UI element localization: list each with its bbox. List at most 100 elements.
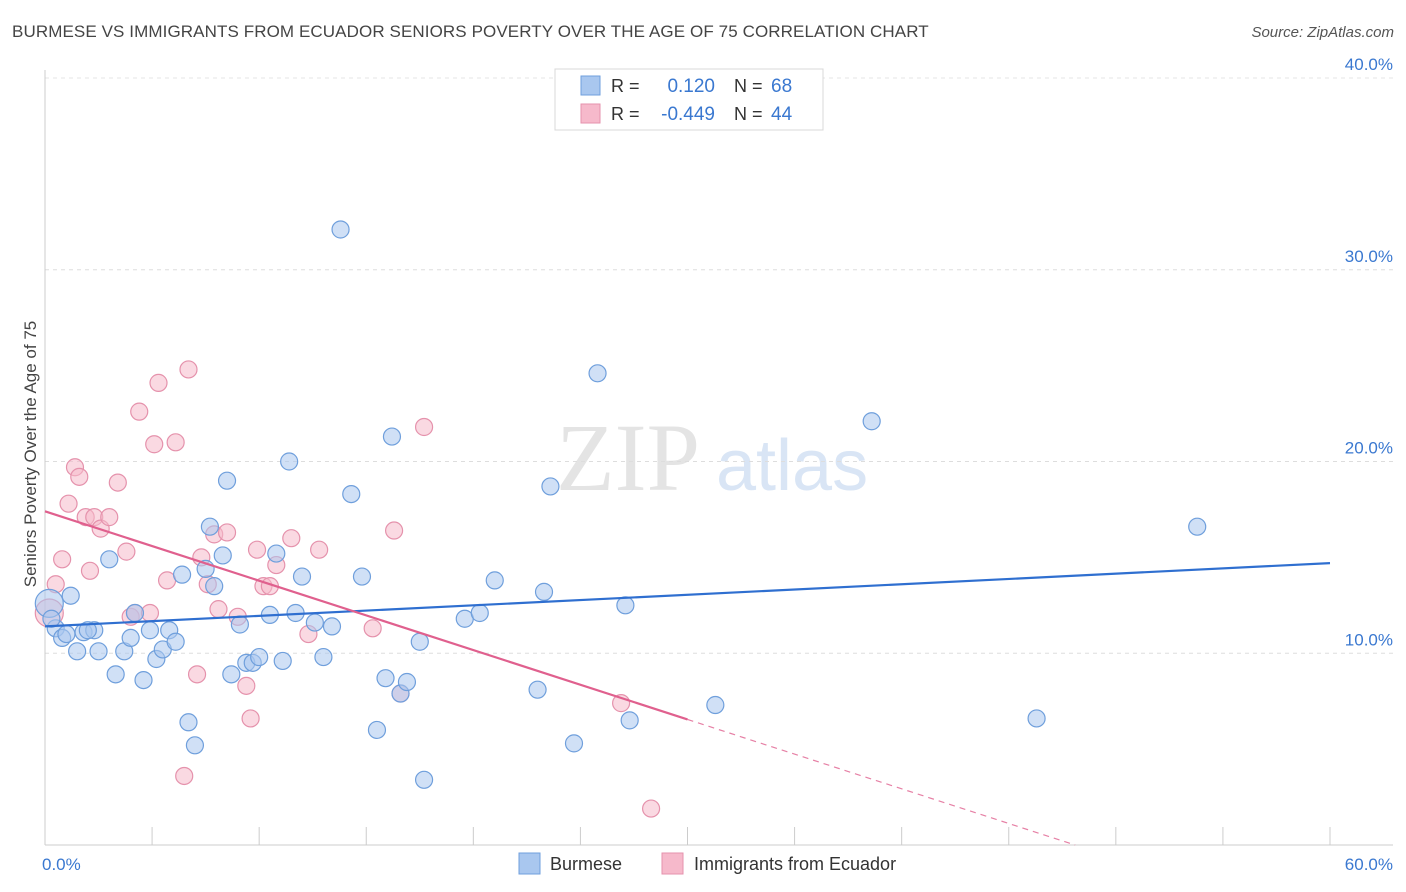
stats-legend-r-label-ecuador: R = bbox=[611, 104, 640, 124]
stats-legend-swatch-ecuador bbox=[580, 103, 601, 124]
burmese-point bbox=[222, 665, 241, 684]
burmese-point bbox=[217, 471, 237, 490]
burmese-point bbox=[205, 577, 224, 596]
ecuador-point bbox=[145, 435, 164, 454]
ecuador-point bbox=[149, 373, 168, 392]
ecuador-point bbox=[282, 529, 301, 548]
burmese-point bbox=[213, 546, 232, 565]
ecuador-point bbox=[237, 676, 256, 695]
burmese-point bbox=[564, 734, 584, 753]
ecuador-point bbox=[70, 467, 89, 486]
x-tick-label-min: 0.0% bbox=[42, 855, 81, 874]
ecuador-point bbox=[241, 709, 260, 728]
chart-title: BURMESE VS IMMIGRANTS FROM ECUADOR SENIO… bbox=[12, 22, 929, 41]
ecuador-point bbox=[384, 521, 404, 540]
burmese-point bbox=[185, 736, 205, 755]
burmese-point bbox=[267, 544, 286, 563]
series-legend-swatch-ecuador bbox=[661, 852, 684, 875]
trend-lines bbox=[44, 510, 1331, 846]
x-tick-label-max: 60.0% bbox=[1345, 855, 1393, 874]
gridlines bbox=[45, 77, 1393, 654]
stats-legend-swatch-burmese bbox=[580, 75, 601, 96]
burmese-point bbox=[367, 720, 387, 740]
axes bbox=[44, 70, 1393, 846]
burmese-point bbox=[61, 586, 80, 605]
watermark-atlas: atlas bbox=[716, 426, 868, 506]
burmese-point bbox=[179, 713, 198, 732]
ecuador-point bbox=[310, 540, 329, 559]
stats-legend-r-value-ecuador: -0.449 bbox=[661, 104, 715, 125]
burmese-point bbox=[485, 571, 504, 590]
burmese-point bbox=[331, 220, 350, 239]
ecuador-point bbox=[80, 561, 100, 580]
stats-legend-r-label-burmese: R = bbox=[611, 76, 640, 96]
ecuador-point bbox=[59, 494, 78, 513]
stats-legend-n-label-burmese: N = bbox=[734, 76, 763, 96]
burmese-point bbox=[57, 624, 76, 644]
burmese-point bbox=[528, 680, 547, 699]
ecuador-point bbox=[108, 473, 127, 492]
y-tick-label: 10.0% bbox=[1345, 630, 1393, 649]
ecuador-point bbox=[166, 433, 185, 452]
burmese-point bbox=[314, 647, 333, 667]
burmese-point bbox=[280, 452, 299, 471]
ecuador-point bbox=[641, 799, 661, 818]
burmese-point bbox=[250, 647, 269, 667]
burmese-point bbox=[134, 670, 153, 690]
burmese-point bbox=[68, 642, 87, 661]
trend-line-ecuador bbox=[44, 510, 688, 721]
stats-legend-r-value-burmese: 0.120 bbox=[667, 76, 715, 97]
burmese-point bbox=[376, 669, 395, 688]
burmese-point bbox=[470, 603, 489, 623]
burmese-point bbox=[414, 770, 434, 789]
burmese-point bbox=[1188, 517, 1207, 536]
burmese-point bbox=[534, 582, 554, 601]
burmese-point bbox=[100, 550, 119, 569]
burmese-point bbox=[397, 672, 417, 692]
ecuador-point bbox=[117, 542, 136, 561]
burmese-point bbox=[42, 609, 61, 628]
ecuador-point bbox=[100, 508, 119, 527]
y-tick-label: 40.0% bbox=[1345, 55, 1393, 74]
burmese-point bbox=[125, 603, 145, 623]
burmese-point bbox=[616, 596, 635, 615]
stats-legend: R = 0.120 N = 68 R = -0.449 N = 44 bbox=[554, 68, 824, 131]
burmese-point bbox=[1027, 709, 1046, 728]
ecuador-point bbox=[179, 360, 198, 379]
trend-line-burmese bbox=[44, 562, 1331, 628]
burmese-point bbox=[121, 628, 140, 648]
burmese-point bbox=[230, 615, 249, 634]
trend-line-ecuador-extrapolated bbox=[687, 718, 1076, 846]
burmese-point bbox=[342, 484, 361, 504]
burmese-point bbox=[588, 364, 607, 383]
series-legend: Burmese Immigrants from Ecuador bbox=[518, 852, 896, 875]
burmese-point bbox=[89, 642, 108, 661]
stats-legend-n-label-ecuador: N = bbox=[734, 104, 763, 124]
burmese-point bbox=[166, 632, 185, 651]
y-tick-label: 30.0% bbox=[1345, 247, 1393, 266]
burmese-point bbox=[140, 621, 160, 640]
ecuador-point bbox=[130, 402, 149, 421]
source-credit: Source: ZipAtlas.com bbox=[1251, 24, 1394, 41]
y-axis-label: Seniors Poverty Over the Age of 75 bbox=[21, 321, 40, 587]
burmese-point bbox=[620, 711, 639, 730]
burmese-point bbox=[273, 651, 292, 671]
ecuador-point bbox=[53, 550, 72, 569]
y-tick-labels: 10.0% 20.0% 30.0% 40.0% bbox=[1345, 55, 1393, 649]
ecuador-point bbox=[414, 417, 434, 437]
y-tick-label: 20.0% bbox=[1345, 439, 1393, 458]
burmese-point bbox=[106, 665, 125, 684]
series-legend-label-ecuador: Immigrants from Ecuador bbox=[694, 854, 896, 874]
ecuador-point bbox=[209, 600, 228, 619]
burmese-point bbox=[382, 427, 402, 446]
series-legend-swatch-burmese bbox=[518, 852, 541, 875]
burmese-point bbox=[200, 517, 220, 536]
series-legend-label-burmese: Burmese bbox=[550, 854, 622, 874]
burmese-point bbox=[862, 412, 881, 431]
ecuador-point bbox=[187, 665, 207, 684]
ecuador-point bbox=[247, 540, 267, 559]
burmese-point bbox=[706, 695, 725, 715]
burmese-point bbox=[78, 621, 97, 640]
burmese-point bbox=[292, 567, 312, 586]
burmese-point bbox=[172, 565, 192, 584]
